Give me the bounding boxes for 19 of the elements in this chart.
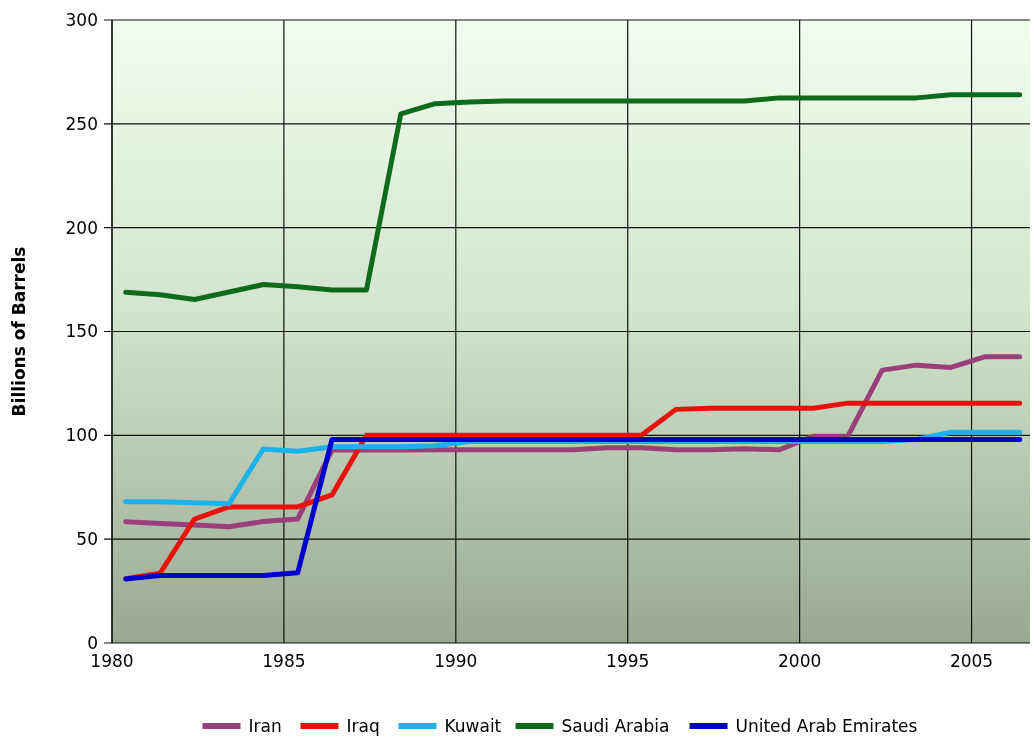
legend-label: United Arab Emirates (735, 715, 918, 736)
x-tick-label: 1990 (434, 651, 478, 671)
y-tick-label: 200 (65, 217, 98, 238)
x-tick-label: 1980 (90, 651, 134, 671)
legend-label: Saudi Arabia (561, 715, 670, 736)
y-tick-label: 0 (87, 632, 98, 653)
legend-label: Kuwait (444, 715, 502, 736)
y-tick-label: 50 (76, 529, 98, 550)
y-tick-label: 250 (65, 113, 98, 134)
y-axis-title: Billions of Barrels (9, 246, 29, 417)
legend-label: Iraq (346, 715, 380, 736)
x-tick-label: 1995 (606, 651, 650, 671)
y-tick-label: 100 (65, 425, 98, 446)
x-tick-label: 2005 (949, 651, 994, 671)
x-tick-label: 2000 (778, 651, 822, 671)
x-tick-label: 1985 (262, 651, 306, 671)
legend-label: Iran (248, 715, 282, 736)
y-tick-label: 150 (65, 321, 98, 342)
y-tick-label: 300 (65, 9, 98, 30)
